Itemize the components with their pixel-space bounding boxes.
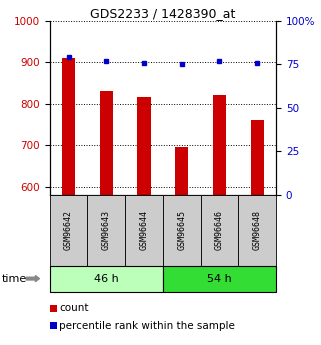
Bar — [163, 195, 201, 266]
Text: GSM96643: GSM96643 — [102, 210, 111, 250]
Bar — [137, 97, 151, 195]
Text: GSM96644: GSM96644 — [140, 210, 149, 250]
Bar — [62, 58, 75, 195]
Bar — [87, 195, 125, 266]
Text: 46 h: 46 h — [94, 274, 119, 284]
Text: count: count — [59, 304, 89, 313]
Text: GSM96645: GSM96645 — [177, 210, 186, 250]
Bar — [50, 266, 163, 292]
Bar — [201, 195, 238, 266]
Bar — [163, 266, 276, 292]
Text: 54 h: 54 h — [207, 274, 232, 284]
Bar — [213, 95, 226, 195]
Bar — [125, 195, 163, 266]
Text: GSM96642: GSM96642 — [64, 210, 73, 250]
Bar — [238, 195, 276, 266]
Bar — [251, 120, 264, 195]
Bar — [175, 147, 188, 195]
Text: time: time — [2, 274, 27, 284]
Text: percentile rank within the sample: percentile rank within the sample — [59, 321, 235, 331]
Text: GSM96646: GSM96646 — [215, 210, 224, 250]
Bar — [100, 91, 113, 195]
Bar — [50, 195, 87, 266]
Text: GSM96648: GSM96648 — [253, 210, 262, 250]
Title: GDS2233 / 1428390_at: GDS2233 / 1428390_at — [90, 7, 236, 20]
